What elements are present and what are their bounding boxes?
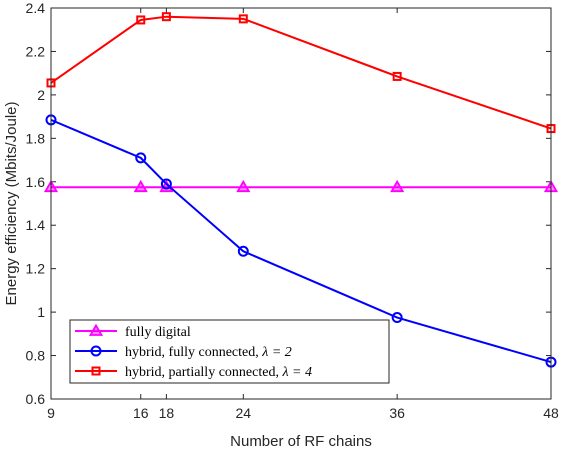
legend-entry: hybrid, partially connected, λ = 4 — [75, 365, 312, 380]
data-point — [391, 312, 403, 324]
data-point — [161, 12, 171, 22]
legend-swatch-marker — [91, 366, 101, 376]
data-point — [390, 179, 405, 193]
x-tick-label: 9 — [47, 405, 55, 421]
legend-entry: hybrid, fully connected, λ = 2 — [75, 345, 292, 360]
y-tick-label: 1.8 — [26, 130, 46, 146]
series-line — [50, 15, 552, 130]
x-axis-label: Number of RF chains — [230, 433, 372, 450]
data-point — [135, 152, 147, 164]
y-tick-label: 0.8 — [26, 348, 46, 364]
legend-label-lambda: λ = 4 — [281, 365, 312, 380]
legend-swatch-marker — [88, 323, 104, 336]
y-tick-label: 1.2 — [26, 261, 46, 277]
data-point — [237, 245, 249, 257]
legend-label: hybrid, fully connected, λ = 2 — [125, 345, 292, 360]
y-axis-ticks: 0.6 0.8 1 1.2 1.4 1.6 1.8 2 2.2 2.4 — [26, 0, 551, 407]
x-tick-label: 36 — [389, 405, 405, 421]
y-tick-label: 1 — [37, 304, 45, 320]
legend-label-lambda: λ = 2 — [261, 345, 292, 360]
legend-entry: fully digital — [75, 323, 191, 340]
legend-label: fully digital — [125, 325, 191, 340]
x-tick-label: 16 — [133, 405, 149, 421]
y-tick-label: 2.2 — [26, 43, 46, 59]
data-point — [160, 178, 172, 190]
y-axis-label: Energy efficiency (Mbits/Joule) — [3, 102, 20, 306]
y-tick-label: 2.4 — [26, 0, 46, 16]
y-tick-label: 0.6 — [26, 391, 46, 407]
x-tick-label: 18 — [159, 405, 175, 421]
legend: fully digital hybrid, fully connected, λ … — [69, 319, 390, 384]
data-point — [238, 14, 248, 24]
legend-label: hybrid, partially connected, λ = 4 — [125, 365, 312, 380]
plot-frame — [50, 7, 552, 400]
data-point — [133, 179, 148, 193]
legend-box — [69, 319, 390, 384]
data-point — [236, 179, 251, 193]
legend-label-main: fully digital — [125, 325, 191, 340]
x-tick-label: 24 — [236, 405, 252, 421]
y-tick-label: 2 — [37, 87, 45, 103]
y-tick-label: 1.6 — [26, 174, 46, 190]
data-point — [136, 15, 146, 25]
legend-swatch-marker — [90, 345, 102, 357]
legend-label-main: hybrid, partially connected, — [125, 365, 282, 380]
x-tick-label: 48 — [543, 405, 559, 421]
series-line — [50, 118, 552, 364]
y-tick-label: 1.4 — [26, 217, 46, 233]
legend-label-main: hybrid, fully connected, — [125, 345, 262, 360]
data-point — [392, 71, 402, 81]
